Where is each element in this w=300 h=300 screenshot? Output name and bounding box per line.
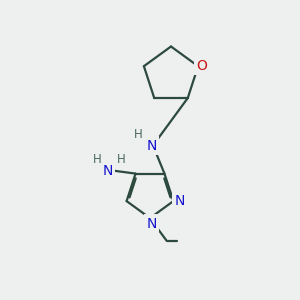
Text: N: N	[103, 164, 113, 178]
Text: N: N	[146, 217, 157, 230]
Text: N: N	[174, 194, 184, 208]
Text: O: O	[196, 59, 207, 73]
Text: H: H	[134, 128, 142, 142]
Text: H: H	[93, 153, 102, 166]
Text: N: N	[146, 139, 157, 152]
Text: H: H	[117, 153, 126, 166]
